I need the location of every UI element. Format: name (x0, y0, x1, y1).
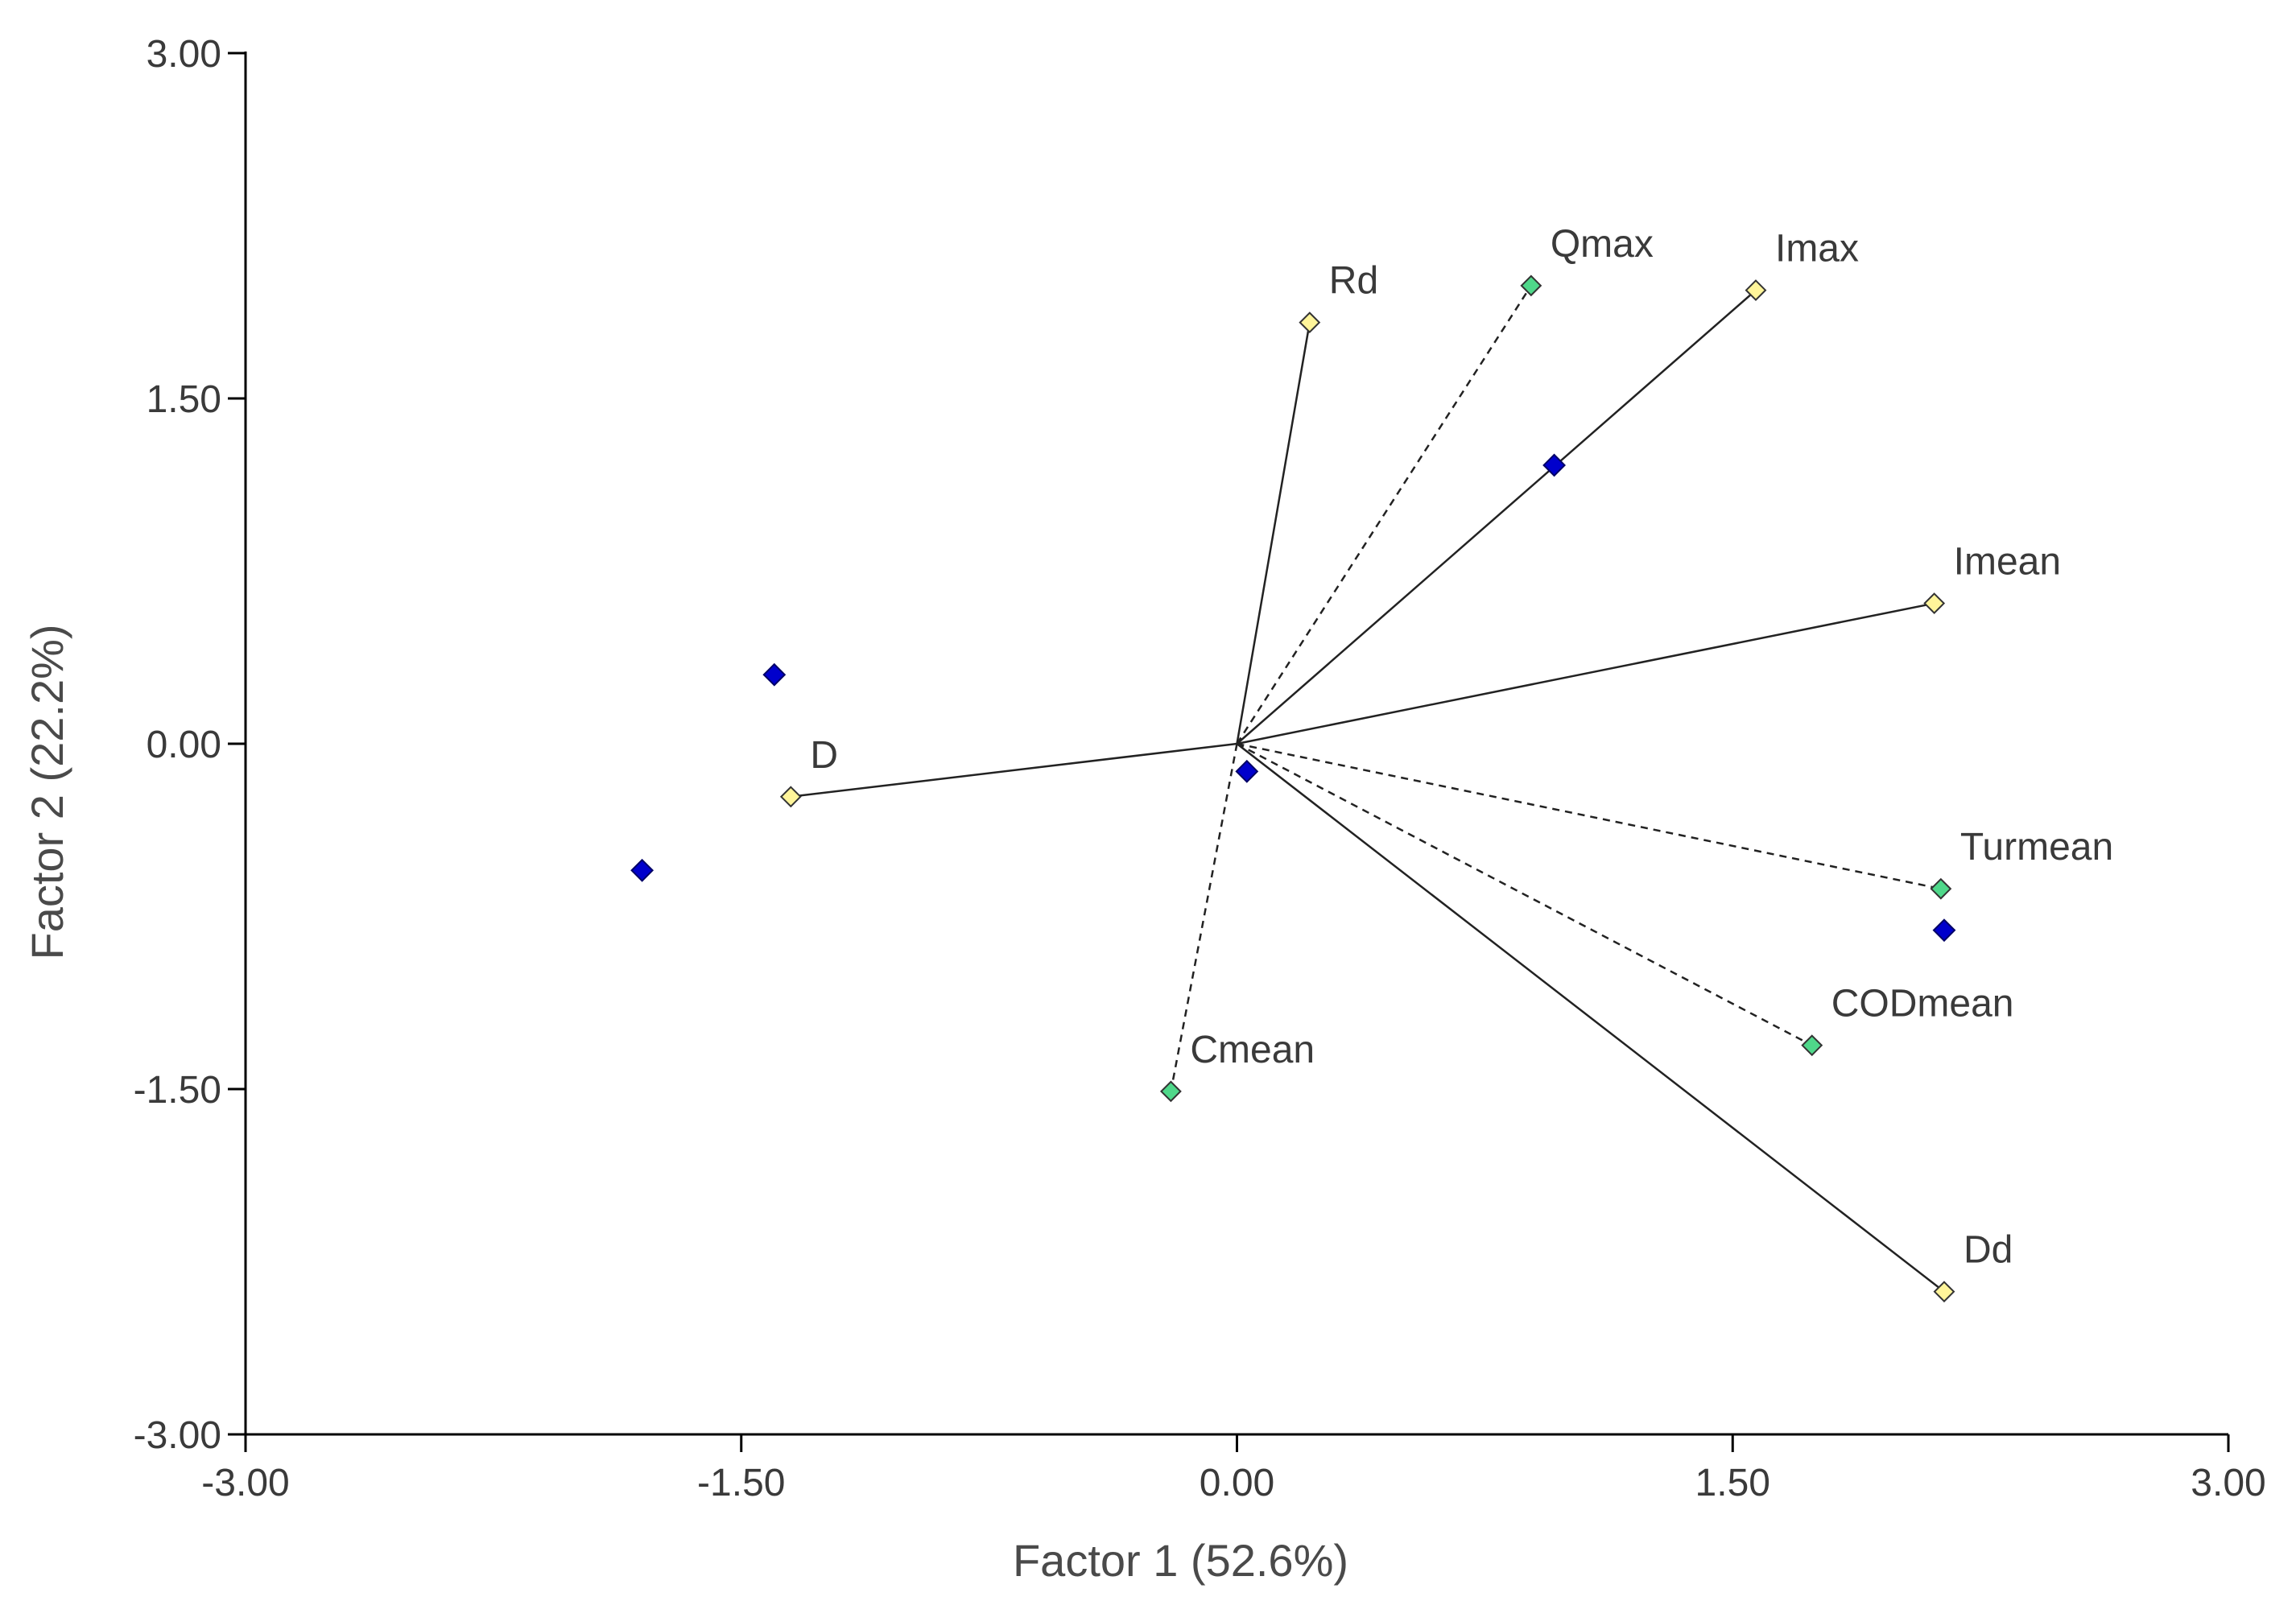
y-tick-label: 3.00 (147, 33, 221, 76)
point-label-dd: Dd (1964, 1229, 2013, 1272)
y-tick-label: 1.50 (147, 378, 221, 421)
observation-point (762, 662, 787, 687)
vector-line-codmean (1236, 742, 1813, 1046)
x-axis-title: Factor 1 (52.6%) (1013, 1535, 1348, 1586)
vectors-group (791, 285, 1945, 1293)
observation-point (1932, 918, 1956, 943)
variable-point-d (779, 786, 802, 808)
observation-point (1235, 759, 1259, 783)
vector-line-imean (1237, 602, 1935, 745)
variable-point-imax (1745, 279, 1767, 301)
point-label-qmax: Qmax (1551, 223, 1654, 266)
vector-line-turmean (1237, 742, 1942, 890)
point-label-d: D (810, 734, 838, 777)
variable-point-qmax (1520, 274, 1542, 297)
variable-point-dd (1933, 1281, 1955, 1303)
point-label-rd: Rd (1329, 260, 1378, 303)
variable-point-rd (1299, 312, 1321, 334)
variable-point-codmean (1801, 1034, 1823, 1057)
vector-line-d (791, 742, 1237, 798)
vector-line-imax (1236, 289, 1757, 745)
y-tick-label: -3.00 (134, 1414, 221, 1457)
point-label-imean: Imean (1954, 541, 2061, 584)
y-axis-title: Factor 2 (22.2%) (22, 624, 72, 959)
point-label-imax: Imax (1775, 228, 1859, 270)
observation-point (1542, 453, 1566, 477)
vector-line-dd (1236, 743, 1945, 1293)
x-tick-label: 3.00 (2191, 1462, 2265, 1504)
y-tick-label: -1.50 (134, 1069, 221, 1112)
point-label-turmean: Turmean (1960, 826, 2113, 869)
x-tick-label: -1.50 (697, 1462, 785, 1504)
point-label-codmean: CODmean (1831, 983, 2014, 1025)
vector-line-rd (1236, 322, 1311, 745)
x-tick-label: -3.00 (201, 1462, 289, 1504)
variable-point-turmean (1930, 877, 1952, 900)
x-tick-label: 0.00 (1200, 1462, 1274, 1504)
vector-line-qmax (1236, 285, 1532, 745)
variable-point-imean (1923, 592, 1946, 614)
ticks-group: -3.00 -1.50 0.00 1.50 3.00 -3.00 -1.50 0.00 1.50… (134, 33, 2266, 1504)
point-label-cmean: Cmean (1190, 1029, 1315, 1071)
y-tick-label: 0.00 (147, 724, 221, 766)
x-tick-label: 1.50 (1695, 1462, 1770, 1504)
variable-point-cmean (1159, 1080, 1182, 1103)
points-group (630, 274, 1956, 1303)
observation-point (630, 858, 655, 882)
point-labels-group: Rd Imax Imean D Dd Qmax Turmean CODmean Cmean (810, 223, 2113, 1272)
